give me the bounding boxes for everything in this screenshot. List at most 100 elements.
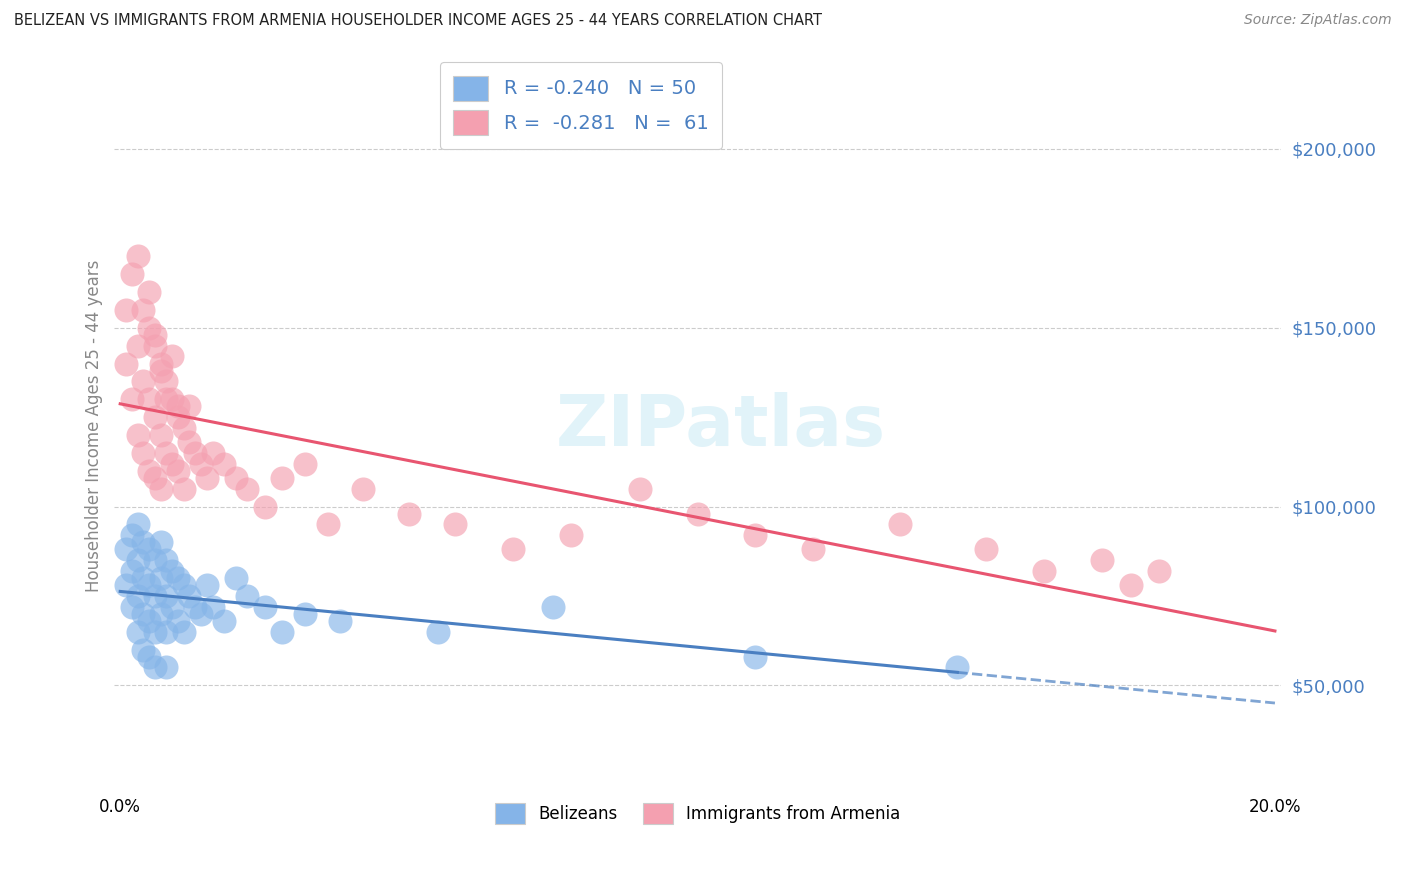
Point [149, 428, 172, 442]
Point [138, 614, 160, 628]
Point [121, 392, 143, 407]
Point [801, 542, 824, 557]
Point [167, 400, 190, 414]
Point [138, 464, 160, 478]
Point [173, 624, 195, 639]
Point [149, 535, 172, 549]
Point [155, 446, 177, 460]
Point [236, 589, 259, 603]
Point [143, 589, 166, 603]
Point [132, 446, 155, 460]
Point [294, 607, 316, 621]
Point [184, 446, 207, 460]
Point [127, 249, 149, 263]
Point [541, 599, 564, 614]
Point [201, 446, 224, 460]
Point [167, 410, 190, 425]
Point [115, 578, 138, 592]
Point [132, 571, 155, 585]
Point [132, 642, 155, 657]
Point [127, 553, 149, 567]
Point [155, 375, 177, 389]
Point [1119, 578, 1142, 592]
Point [253, 599, 276, 614]
Point [201, 599, 224, 614]
Point [155, 392, 177, 407]
Point [138, 542, 160, 557]
Point [149, 607, 172, 621]
Point [127, 428, 149, 442]
Point [160, 599, 183, 614]
Y-axis label: Householder Income Ages 25 - 44 years: Householder Income Ages 25 - 44 years [86, 260, 103, 592]
Point [132, 607, 155, 621]
Point [149, 364, 172, 378]
Point [426, 624, 449, 639]
Point [127, 339, 149, 353]
Point [946, 660, 969, 674]
Point [127, 589, 149, 603]
Point [149, 357, 172, 371]
Point [889, 517, 911, 532]
Point [138, 320, 160, 334]
Point [143, 410, 166, 425]
Point [444, 517, 467, 532]
Point [127, 517, 149, 532]
Point [329, 614, 352, 628]
Point [143, 553, 166, 567]
Legend: Belizeans, Immigrants from Armenia: Belizeans, Immigrants from Armenia [484, 791, 912, 836]
Point [160, 392, 183, 407]
Point [155, 589, 177, 603]
Point [744, 528, 766, 542]
Point [212, 614, 235, 628]
Point [502, 542, 524, 557]
Point [132, 302, 155, 317]
Point [143, 471, 166, 485]
Point [352, 482, 374, 496]
Point [1149, 564, 1171, 578]
Point [195, 578, 218, 592]
Point [628, 482, 651, 496]
Point [167, 614, 190, 628]
Point [121, 599, 143, 614]
Point [143, 339, 166, 353]
Point [115, 542, 138, 557]
Point [121, 564, 143, 578]
Point [190, 607, 212, 621]
Point [160, 564, 183, 578]
Text: Source: ZipAtlas.com: Source: ZipAtlas.com [1244, 13, 1392, 28]
Point [167, 571, 190, 585]
Text: ZIPatlas: ZIPatlas [555, 392, 886, 460]
Point [121, 267, 143, 281]
Point [132, 375, 155, 389]
Point [149, 571, 172, 585]
Point [179, 435, 201, 450]
Point [195, 471, 218, 485]
Point [744, 649, 766, 664]
Point [143, 327, 166, 342]
Point [115, 302, 138, 317]
Point [179, 400, 201, 414]
Point [212, 457, 235, 471]
Point [270, 471, 292, 485]
Point [560, 528, 582, 542]
Point [149, 482, 172, 496]
Point [253, 500, 276, 514]
Point [179, 589, 201, 603]
Point [160, 457, 183, 471]
Point [270, 624, 292, 639]
Text: BELIZEAN VS IMMIGRANTS FROM ARMENIA HOUSEHOLDER INCOME AGES 25 - 44 YEARS CORREL: BELIZEAN VS IMMIGRANTS FROM ARMENIA HOUS… [14, 13, 823, 29]
Point [1091, 553, 1114, 567]
Point [686, 507, 709, 521]
Point [138, 578, 160, 592]
Point [294, 457, 316, 471]
Point [225, 571, 247, 585]
Point [398, 507, 420, 521]
Point [173, 482, 195, 496]
Point [132, 535, 155, 549]
Point [160, 350, 183, 364]
Point [127, 624, 149, 639]
Point [155, 660, 177, 674]
Point [115, 357, 138, 371]
Point [974, 542, 997, 557]
Point [316, 517, 339, 532]
